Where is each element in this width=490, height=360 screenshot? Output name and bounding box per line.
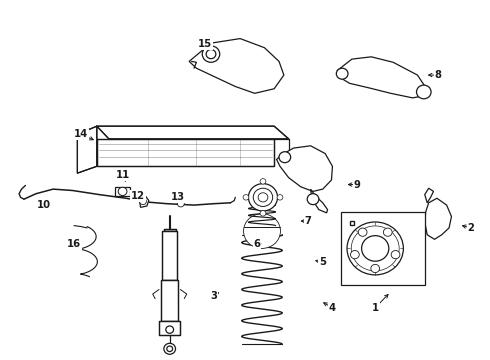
Polygon shape <box>77 126 97 173</box>
Text: 3: 3 <box>210 291 217 301</box>
Text: 6: 6 <box>254 239 261 249</box>
Polygon shape <box>425 198 451 239</box>
Text: 16: 16 <box>67 239 81 249</box>
Text: 7: 7 <box>305 216 312 226</box>
Polygon shape <box>311 189 328 213</box>
Circle shape <box>253 188 273 206</box>
Bar <box>115 187 130 196</box>
Polygon shape <box>189 39 284 93</box>
Circle shape <box>307 194 319 204</box>
Circle shape <box>164 343 175 354</box>
Circle shape <box>347 222 403 275</box>
Text: 5: 5 <box>319 257 326 267</box>
Text: 15: 15 <box>198 39 212 49</box>
Text: 4: 4 <box>329 303 336 313</box>
Polygon shape <box>159 321 180 335</box>
Text: 8: 8 <box>435 70 442 80</box>
Text: 10: 10 <box>36 200 50 210</box>
Circle shape <box>358 228 367 236</box>
Polygon shape <box>97 126 289 139</box>
Polygon shape <box>97 139 274 166</box>
Text: 12: 12 <box>131 191 145 201</box>
Circle shape <box>279 152 291 163</box>
Polygon shape <box>276 146 332 192</box>
Circle shape <box>260 211 266 216</box>
Circle shape <box>371 264 380 273</box>
Circle shape <box>258 193 268 202</box>
Text: 2: 2 <box>467 223 474 233</box>
Circle shape <box>260 179 266 184</box>
Circle shape <box>391 251 400 259</box>
Circle shape <box>383 228 392 236</box>
Circle shape <box>336 68 348 79</box>
Circle shape <box>177 201 184 207</box>
Text: 1: 1 <box>371 303 379 313</box>
Polygon shape <box>425 188 434 203</box>
Circle shape <box>245 216 278 247</box>
Circle shape <box>248 184 277 211</box>
Circle shape <box>351 226 399 271</box>
Polygon shape <box>164 229 175 231</box>
Circle shape <box>202 46 220 62</box>
Text: 11: 11 <box>116 170 130 180</box>
Polygon shape <box>139 196 149 207</box>
Bar <box>341 212 425 285</box>
Circle shape <box>206 50 216 59</box>
Circle shape <box>248 218 276 244</box>
Circle shape <box>140 198 147 204</box>
Circle shape <box>166 326 173 333</box>
Text: 14: 14 <box>74 129 88 139</box>
Text: 13: 13 <box>171 192 185 202</box>
Polygon shape <box>161 280 178 321</box>
Circle shape <box>243 195 249 200</box>
Polygon shape <box>162 231 177 280</box>
Circle shape <box>250 220 274 243</box>
Circle shape <box>118 187 127 195</box>
Polygon shape <box>337 57 427 98</box>
Circle shape <box>244 214 280 248</box>
Circle shape <box>167 346 172 351</box>
Circle shape <box>277 195 283 200</box>
Circle shape <box>416 85 431 99</box>
Circle shape <box>362 236 389 261</box>
Circle shape <box>175 192 182 199</box>
Text: 9: 9 <box>353 180 360 190</box>
Circle shape <box>350 251 359 259</box>
